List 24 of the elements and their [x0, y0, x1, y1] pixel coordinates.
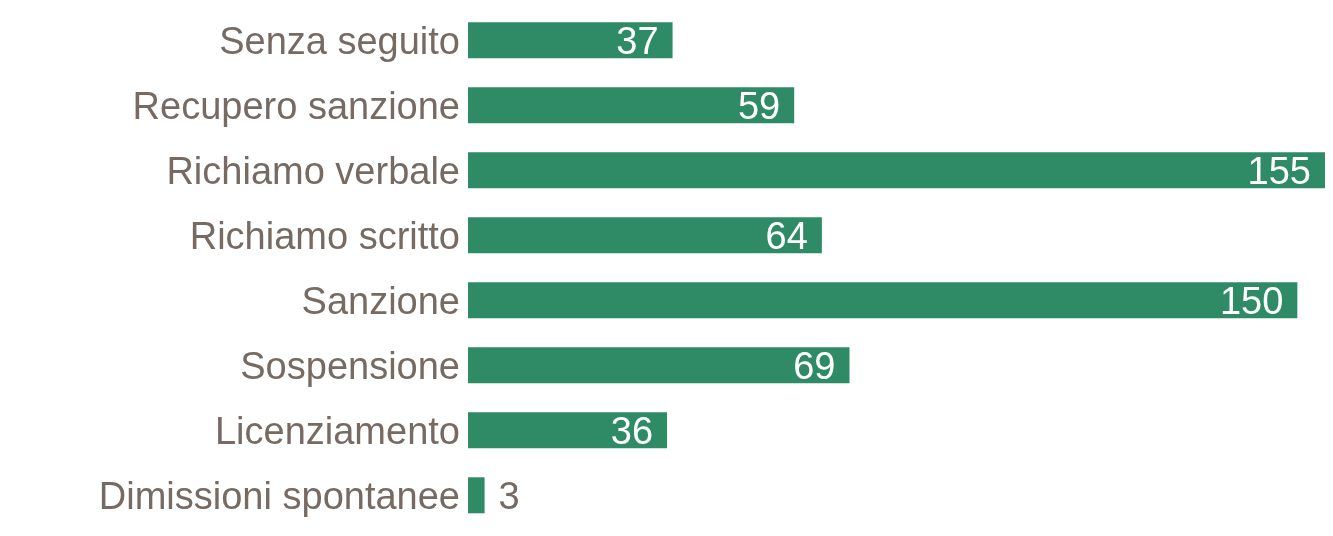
bar: [468, 347, 850, 384]
bar: [468, 282, 1298, 319]
bar: [468, 152, 1325, 189]
bar: [468, 412, 668, 449]
bar: [468, 217, 822, 254]
y-tick-label: Sanzione: [301, 279, 460, 322]
data-label: 59: [737, 84, 781, 127]
y-tick-label: Richiamo scritto: [189, 214, 460, 257]
data-label: 155: [1247, 149, 1311, 192]
data-label: 3: [498, 474, 520, 517]
y-tick-label: Senza seguito: [219, 19, 460, 62]
data-label: 150: [1219, 279, 1284, 322]
y-tick-label: Dimissioni spontanee: [98, 474, 460, 517]
bar: [468, 477, 485, 514]
y-tick-label: Licenziamento: [214, 409, 460, 452]
y-tick-label: Richiamo verbale: [166, 149, 460, 192]
data-label: 37: [616, 19, 659, 62]
bar: [468, 87, 795, 124]
y-tick-label: Recupero sanzione: [132, 84, 460, 127]
bar: [468, 22, 673, 59]
y-tick-label: Sospensione: [240, 344, 460, 387]
data-label: 36: [610, 409, 654, 452]
data-label: 64: [765, 214, 808, 257]
data-label: 69: [793, 344, 836, 387]
